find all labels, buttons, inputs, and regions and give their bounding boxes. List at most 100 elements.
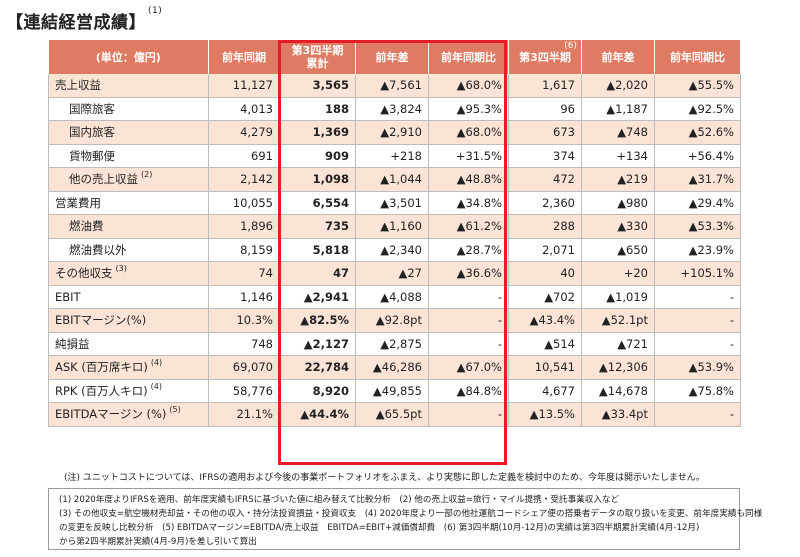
- table-cell: ▲84.8%: [428, 379, 509, 403]
- table-cell: ▲2,910: [355, 120, 429, 145]
- row-label-text: ASK (百万席キロ): [55, 360, 148, 375]
- table-cell: 96: [508, 97, 582, 121]
- table-cell: ▲52.6%: [654, 120, 741, 145]
- row-footnote: (2): [141, 170, 153, 180]
- table-cell: ▲721: [581, 332, 655, 356]
- header-ratio-cumulative: 前年同期比: [428, 40, 509, 74]
- table-cell: ▲12,306: [581, 355, 655, 380]
- table-cell: -: [428, 308, 509, 333]
- table-cell: ▲92.8pt: [355, 308, 429, 333]
- table-cell: 5,818: [279, 238, 356, 262]
- table-cell: ▲49,855: [355, 379, 429, 403]
- table-row: 他の売上収益 (2) 2,142 1,098 ▲1,044 ▲48.8% 472 ▲219 ▲3…: [48, 167, 741, 192]
- table-cell: +105.1%: [654, 261, 741, 286]
- table-cell: 4,013: [208, 97, 280, 121]
- table-cell: 691: [208, 144, 280, 168]
- table-cell: 3,565: [279, 74, 356, 98]
- table-row: 国際旅客 4,013 188 ▲3,824 ▲95.3% 96 ▲1,187 ▲92.5%: [48, 97, 741, 121]
- row-footnote: (5): [169, 405, 181, 415]
- row-label-text: 売上収益: [55, 78, 101, 93]
- row-label: ASK (百万席キロ) (4): [48, 355, 209, 380]
- table-cell: ▲95.3%: [428, 97, 509, 121]
- table-cell: ▲68.0%: [428, 120, 509, 145]
- table-cell: -: [654, 308, 741, 333]
- table-cell: ▲53.9%: [654, 355, 741, 380]
- table-row: RPK (百万人キロ) (4) 58,776 8,920 ▲49,855 ▲84.8% 4,…: [48, 379, 741, 403]
- table-cell: 10,541: [508, 355, 582, 380]
- table-row: 営業費用 10,055 6,554 ▲3,501 ▲34.8% 2,360 ▲980 ▲29.…: [48, 191, 741, 215]
- table-cell: ▲3,824: [355, 97, 429, 121]
- table-cell: 4,279: [208, 120, 280, 145]
- row-label: 他の売上収益 (2): [48, 167, 209, 192]
- header-q3-cumulative: 第3四半期 累計: [279, 40, 356, 74]
- row-label-text: EBITマージン(%): [55, 313, 147, 328]
- table-row: ASK (百万席キロ) (4) 69,070 22,784 ▲46,286 ▲67.0% 1…: [48, 355, 741, 380]
- row-label-text: EBIT: [55, 289, 81, 304]
- header-row: (単位：億円) 前年同期 第3四半期 累計 前年差 前年同期比 第3四半期 (6)…: [48, 40, 741, 74]
- table-row: EBIT 1,146 ▲2,941 ▲4,088- ▲702 ▲1,019-: [48, 285, 741, 309]
- table-cell: 735: [279, 214, 356, 239]
- table-cell: ▲92.5%: [654, 97, 741, 121]
- footnote-line: (3) その他収支=航空機材売却益・その他の収入・持分法投資損益・投資収支 (4…: [59, 509, 763, 519]
- row-label-text: 燃油費以外: [69, 242, 127, 257]
- table-cell: 22,784: [279, 355, 356, 380]
- row-label: 貨物郵便: [48, 144, 209, 168]
- note-text: (注) ユニットコストについては、IFRSの適用および今後の事業ポートフォリオを…: [64, 473, 705, 483]
- table-cell: ▲980: [581, 191, 655, 215]
- table-cell: 8,159: [208, 238, 280, 262]
- row-label: 純損益: [48, 332, 209, 356]
- header-q3: 第3四半期 (6): [508, 40, 582, 74]
- table-cell: +20: [581, 261, 655, 286]
- header-ratio-q3: 前年同期比: [654, 40, 741, 74]
- table-cell: 748: [208, 332, 280, 356]
- footnote-box: (1) 2020年度よりIFRSを適用、前年度実績もIFRSに基づいた値に組み替…: [48, 488, 763, 550]
- table-cell: ▲33.4pt: [581, 402, 655, 427]
- table-cell: 1,617: [508, 74, 582, 98]
- title-footnote: (1): [148, 6, 163, 16]
- table-cell: 11,127: [208, 74, 280, 98]
- row-label-text: 国際旅客: [69, 101, 115, 116]
- table-cell: 673: [508, 120, 582, 145]
- results-table: (単位：億円) 前年同期 第3四半期 累計 前年差 前年同期比 第3四半期 (6)…: [48, 40, 741, 427]
- row-footnote: (4): [150, 358, 163, 368]
- table-cell: -: [428, 332, 509, 356]
- table-cell: ▲748: [581, 120, 655, 145]
- table-cell: ▲13.5%: [508, 402, 582, 427]
- table-cell: 10,055: [208, 191, 280, 215]
- table-cell: 1,896: [208, 214, 280, 239]
- table-cell: ▲43.4%: [508, 308, 582, 333]
- row-label: EBITDAマージン (%) (5): [48, 402, 209, 427]
- table-cell: ▲1,044: [355, 167, 429, 192]
- table-cell: ▲65.5pt: [355, 402, 429, 427]
- header-diff-cumulative: 前年差: [355, 40, 429, 74]
- row-label: 営業費用: [48, 191, 209, 215]
- table-cell: ▲702: [508, 285, 582, 309]
- table-cell: 188: [279, 97, 356, 121]
- table-row: 燃油費以外 8,159 5,818 ▲2,340 ▲28.7% 2,071 ▲650 ▲23.…: [48, 238, 741, 262]
- table-cell: ▲23.9%: [654, 238, 741, 262]
- table-cell: ▲52.1pt: [581, 308, 655, 333]
- table-cell: 4,677: [508, 379, 582, 403]
- row-label: その他収支 (3): [48, 261, 209, 286]
- row-label-text: EBITDAマージン (%): [55, 407, 167, 422]
- table-cell: ▲219: [581, 167, 655, 192]
- table-cell: ▲1,019: [581, 285, 655, 309]
- table-row: 売上収益 11,127 3,565 ▲7,561 ▲68.0% 1,617 ▲2,020 ▲5…: [48, 74, 741, 98]
- table-cell: ▲2,020: [581, 74, 655, 98]
- row-label: 燃油費以外: [48, 238, 209, 262]
- header-prev-period: 前年同期: [208, 40, 280, 74]
- table-cell: ▲82.5%: [279, 308, 356, 333]
- title-text: 【連結経営成績】: [6, 13, 146, 33]
- table-cell: ▲27: [355, 261, 429, 286]
- table-cell: 74: [208, 261, 280, 286]
- row-label: EBITマージン(%): [48, 308, 209, 333]
- table-cell: ▲44.4%: [279, 402, 356, 427]
- table-cell: +31.5%: [428, 144, 509, 168]
- table-cell: 1,146: [208, 285, 280, 309]
- page-title: 【連結経営成績】(1): [6, 6, 163, 33]
- table-cell: ▲36.6%: [428, 261, 509, 286]
- table-cell: 288: [508, 214, 582, 239]
- header-diff-q3: 前年差: [581, 40, 655, 74]
- table-cell: -: [654, 285, 741, 309]
- table-row: EBITDAマージン (%) (5) 21.1% ▲44.4% ▲65.5pt - ▲13.…: [48, 402, 741, 427]
